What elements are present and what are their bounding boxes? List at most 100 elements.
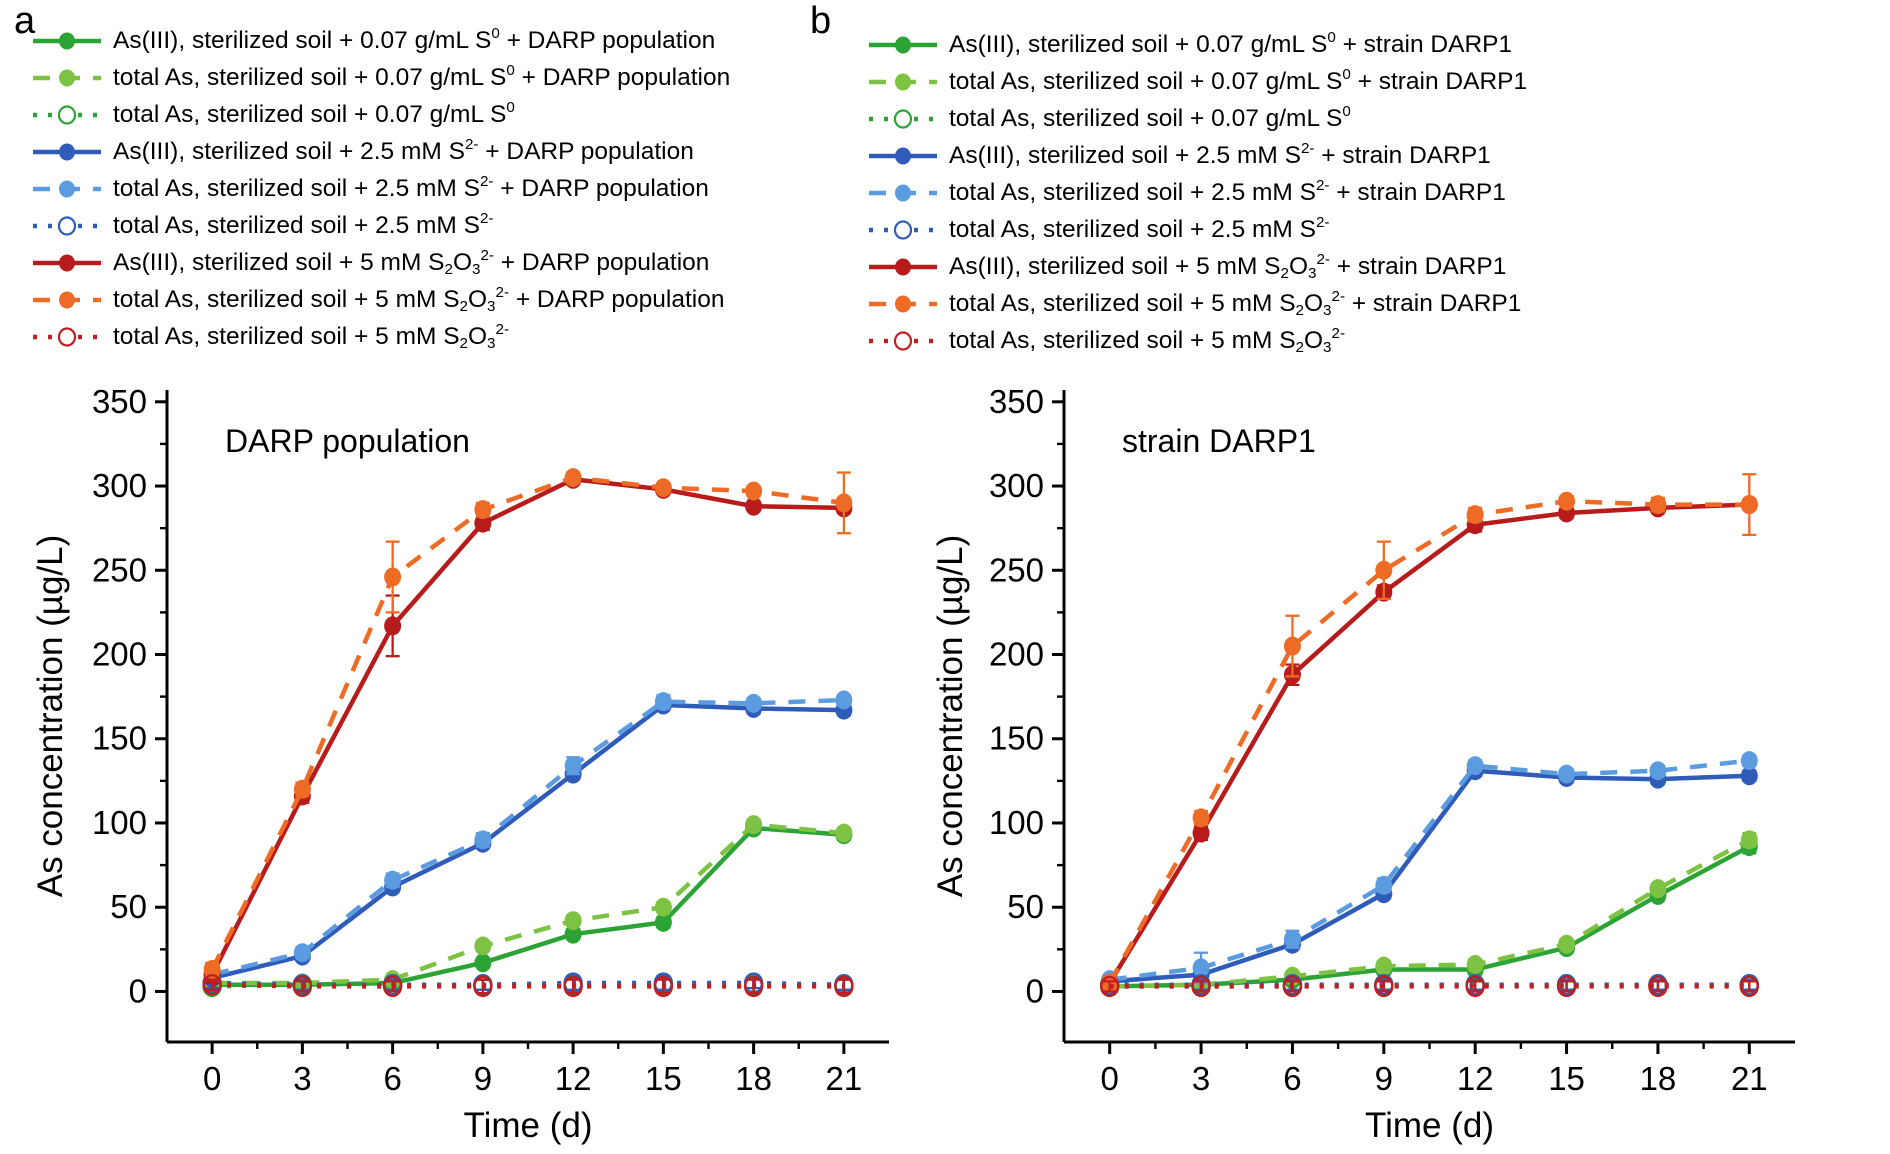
legend-label: As(III), sterilized soil + 5 mM S2O32- +…	[949, 251, 1507, 282]
y-tick-label: 250	[989, 551, 1044, 588]
legend-label: total As, sterilized soil + 5 mM S2O32- …	[949, 288, 1522, 319]
y-tick-label: 100	[989, 804, 1044, 841]
data-point-marker	[1740, 766, 1758, 786]
data-point-marker	[202, 974, 222, 996]
data-point-marker	[474, 936, 492, 956]
series-line	[210, 475, 845, 971]
data-point-marker	[1283, 636, 1301, 656]
y-axis-title: As concentration (µg/L)	[31, 535, 70, 898]
data-point-marker	[1282, 975, 1303, 998]
data-point-marker	[384, 870, 402, 890]
series-line	[211, 697, 844, 977]
series-7	[1101, 473, 1758, 993]
data-point-marker	[473, 975, 493, 998]
x-tick-label: 9	[474, 1060, 492, 1097]
legend-item: As(III), sterilized soil + 5 mM S2O32- +…	[866, 248, 1527, 285]
data-point-marker	[834, 975, 854, 998]
series-8	[1099, 975, 1760, 998]
data-point-marker	[1649, 879, 1667, 899]
series-6	[1101, 495, 1758, 993]
legend-item: total As, sterilized soil + 5 mM S2O32- …	[30, 281, 730, 318]
x-tick-label: 18	[1640, 1060, 1677, 1097]
x-tick-label: 15	[645, 1060, 682, 1097]
x-tick-label: 15	[1548, 1060, 1585, 1097]
x-tick-label: 0	[1101, 1060, 1119, 1097]
y-tick-label: 50	[110, 888, 147, 925]
x-tick-label: 18	[735, 1060, 772, 1097]
data-point-marker	[1099, 975, 1120, 998]
data-point-marker	[1649, 495, 1667, 515]
data-point-marker	[654, 897, 672, 917]
legend-label: total As, sterilized soil + 2.5 mM S2-	[949, 214, 1330, 243]
x-tick-label: 6	[383, 1060, 401, 1097]
legend-swatch-dot-open	[869, 330, 937, 351]
data-point-marker	[653, 975, 674, 998]
data-point-marker	[745, 496, 763, 516]
series-6	[203, 469, 853, 985]
data-point-marker	[384, 567, 402, 587]
legend-item: As(III), sterilized soil + 2.5 mM S2- + …	[30, 133, 730, 170]
series-8	[202, 974, 854, 998]
data-point-marker	[382, 975, 403, 998]
panel-b-label: b	[810, 0, 832, 42]
y-tick-label: 250	[92, 551, 147, 588]
y-tick-label: 0	[129, 972, 147, 1009]
data-point-marker	[1740, 495, 1758, 515]
error-bar	[1559, 980, 1574, 993]
series-line	[211, 702, 844, 981]
data-point-marker	[1466, 955, 1484, 975]
legend-label: total As, sterilized soil + 0.07 g/mL S0	[949, 103, 1351, 132]
legend-label: As(III), sterilized soil + 5 mM S2O32- +…	[113, 247, 710, 278]
data-point-marker	[564, 468, 582, 488]
data-point-marker	[564, 756, 582, 776]
data-point-marker	[835, 823, 853, 843]
legend-item: total As, sterilized soil + 5 mM S2O32-	[866, 322, 1527, 359]
legend-item: total As, sterilized soil + 0.07 g/mL S0	[866, 100, 1527, 137]
data-point-marker	[1375, 956, 1393, 976]
legend-swatch-dash-filled	[33, 180, 101, 197]
legend-swatch-dash-filled	[869, 73, 937, 90]
error-bar	[1742, 980, 1757, 993]
legend-swatch-dot-open	[869, 108, 937, 129]
panel-a-legend: As(III), sterilized soil + 0.07 g/mL S0 …	[30, 22, 730, 355]
data-point-marker	[1649, 761, 1667, 781]
axes: 0 50 100 150 200 250 300 350 0 3 6 9 12 15 18 21	[92, 383, 889, 1097]
legend-swatch-solid-filled	[33, 254, 101, 271]
y-tick-label: 300	[989, 467, 1044, 504]
data-point-marker	[1648, 975, 1668, 998]
y-tick-label: 300	[92, 467, 147, 504]
series-line	[1107, 502, 1750, 985]
legend-item: As(III), sterilized soil + 0.07 g/mL S0 …	[866, 26, 1527, 63]
legend-label: total As, sterilized soil + 0.07 g/mL S0…	[949, 66, 1528, 95]
x-tick-label: 3	[1192, 1060, 1210, 1097]
data-point-marker	[203, 960, 221, 980]
legend-item: total As, sterilized soil + 0.07 g/mL S0	[30, 96, 730, 133]
data-point-marker	[474, 513, 492, 533]
legend-item: total As, sterilized soil + 2.5 mM S2-	[30, 207, 730, 244]
series-line	[1109, 758, 1750, 982]
legend-swatch-solid-filled	[869, 147, 937, 164]
data-point-marker	[1558, 764, 1576, 784]
legend-label: total As, sterilized soil + 5 mM S2O32-	[949, 325, 1346, 356]
data-point-marker	[1192, 808, 1210, 828]
data-point-marker	[1374, 975, 1394, 998]
legend-item: total As, sterilized soil + 5 mM S2O32-	[30, 318, 730, 355]
legend-item: total As, sterilized soil + 0.07 g/mL S0…	[866, 63, 1527, 100]
data-point-marker	[654, 692, 672, 712]
series-1	[203, 815, 853, 993]
legend-swatch-solid-filled	[869, 258, 937, 275]
legend-label: As(III), sterilized soil + 2.5 mM S2- + …	[949, 140, 1491, 169]
legend-label: As(III), sterilized soil + 0.07 g/mL S0 …	[949, 29, 1513, 58]
legend-item: total As, sterilized soil + 0.07 g/mL S0…	[30, 59, 730, 96]
data-point-marker	[1466, 505, 1484, 525]
x-tick-label: 12	[1457, 1060, 1494, 1097]
data-point-marker	[835, 690, 853, 710]
data-point-marker	[1192, 958, 1210, 978]
data-point-marker	[745, 815, 763, 835]
data-point-marker	[654, 912, 672, 932]
legend-label: total As, sterilized soil + 0.07 g/mL S0…	[113, 62, 731, 91]
data-point-marker	[1556, 975, 1577, 998]
legend-item: total As, sterilized soil + 2.5 mM S2- +…	[866, 174, 1527, 211]
error-bar	[1376, 980, 1391, 993]
data-point-marker	[1740, 830, 1758, 850]
